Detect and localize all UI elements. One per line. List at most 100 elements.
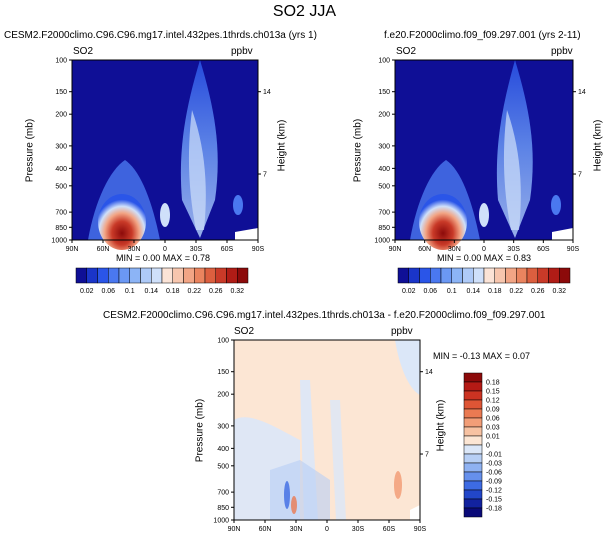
panel2-colorbar-label: 0.1: [447, 288, 457, 295]
panel1-xtick-label: 60N: [97, 246, 110, 253]
panel2-colorbar-swatch: [462, 267, 474, 284]
panel2-colorbar-label: 0.22: [509, 288, 523, 295]
panel2-xtick-label: 60S: [537, 246, 550, 253]
panel3-pos-spot2: [394, 471, 402, 499]
panel1-xtick-label: 30N: [128, 246, 141, 253]
panel1-colorbar-swatch: [172, 267, 184, 284]
panel1-ytick-label: 1000: [51, 238, 67, 245]
panel3-colorbar-label: -0.15: [486, 497, 502, 504]
panel3-ytick-label: 200: [217, 392, 229, 399]
panel3-ytick-right-label: 14: [425, 369, 433, 376]
panel1-colorbar-swatch: [237, 267, 249, 284]
panel3-subtitle: CESM2.F2000climo.C96.C96.mg17.intel.432p…: [103, 310, 546, 321]
panel1-colorbar-swatch: [129, 267, 141, 284]
panel3-colorbar-label: -0.09: [486, 479, 502, 486]
panel3-colorbar-swatch: [463, 489, 483, 500]
panel2-ytick-label: 150: [378, 89, 390, 96]
panel1-ytick-label: 850: [55, 225, 67, 232]
panel3-xtick-label: 0: [325, 526, 329, 533]
panel2-ytick-label: 300: [378, 143, 390, 150]
panel2-plot: [394, 59, 574, 250]
panel3-colorbar-label: -0.06: [486, 470, 502, 477]
panel1-colorbar-label: 0.18: [166, 288, 180, 295]
panel3-neg-top-right: [395, 340, 420, 395]
panel3-xtick-label: 30S: [352, 526, 365, 533]
panel3-colorbar-swatch: [463, 435, 483, 446]
panel1-ytick-label: 500: [55, 183, 67, 190]
figure-title: SO2 JJA: [272, 3, 337, 20]
panel1-ytick-label: 400: [55, 166, 67, 173]
panel3-colorbar-label: 0: [486, 443, 490, 450]
panel2-colorbar-swatch: [494, 267, 506, 284]
panel2-equator-spot: [479, 203, 489, 227]
colorbars: 0.02 0.06 0.1 0.14 0.18 0.22 0.26 0.32 0.02 0.06 0…: [75, 267, 571, 518]
panel1-colorbar-swatch: [204, 267, 216, 284]
panel1-ytick-right-label: 14: [263, 89, 271, 96]
panel1-ytick-label: 300: [55, 143, 67, 150]
panel3-xtick-label: 90S: [414, 526, 427, 533]
panel3-ytick-label: 850: [217, 505, 229, 512]
panel1-colorbar-swatch: [183, 267, 195, 284]
panel1-xtick-label: 90N: [66, 246, 79, 253]
panel1-colorbar-swatch: [226, 267, 238, 284]
panel3-colorbar-swatch: [463, 417, 483, 428]
panel2-var-label: SO2: [396, 46, 417, 57]
panel1-equator-spot: [160, 203, 170, 227]
panel3-colorbar-label: 0.09: [486, 407, 500, 414]
panel3-colorbar-label: 0.06: [486, 416, 500, 423]
panel3-colorbar-swatch: [463, 408, 483, 419]
panel2-colorbar-swatch: [440, 267, 452, 284]
panel2-ytick-label: 200: [378, 112, 390, 119]
panel2-colorbar-swatch: [516, 267, 528, 284]
panel2-ytick-label: 500: [378, 183, 390, 190]
panel1-colorbar-label: 0.02: [80, 288, 94, 295]
panel3-colorbar-label: 0.15: [486, 389, 500, 396]
panel1-colorbar-swatch: [215, 267, 227, 284]
panel3-ytick-right-label: 7: [425, 452, 429, 459]
panel3-ytick-label: 150: [217, 369, 229, 376]
panel3-colorbar-label: 0.01: [486, 434, 500, 441]
panel1-colorbar-swatch: [140, 267, 152, 284]
panel2-ytick-label: 400: [378, 166, 390, 173]
panel1-colorbar-swatch: [108, 267, 120, 284]
panel1-colorbar-label: 0.26: [209, 288, 223, 295]
panel3-xtick-label: 60N: [259, 526, 272, 533]
panel2-colorbar-swatch: [419, 267, 431, 284]
panel1-ytick-right-label: 7: [263, 172, 267, 179]
panel1-ytick-label: 700: [55, 210, 67, 217]
panel3-colorbar-swatch: [463, 381, 483, 392]
panel3-ytick-label: 100: [217, 338, 229, 345]
panel2-subtitle: f.e20.F2000climo.f09_f09.297.001 (yrs 2-…: [384, 30, 581, 41]
panel1-ytick-label: 100: [55, 58, 67, 65]
panel3-colorbar-swatch: [463, 507, 483, 518]
panel1-ytick-label: 200: [55, 112, 67, 119]
panel1-colorbar-swatch: [86, 267, 98, 284]
panel3-units: ppbv: [391, 326, 413, 337]
panel3-ytick-label: 400: [217, 446, 229, 453]
panel3-colorbar-swatch: [463, 498, 483, 509]
panel1-surface-mask: [235, 228, 258, 240]
panel2-ytick-label: 1000: [374, 238, 390, 245]
panel3-colorbar-swatch: [463, 372, 483, 383]
panel2-colorbar-swatch: [537, 267, 549, 284]
panel3-plot: [233, 339, 421, 521]
panel1-colorbar-swatch: [151, 267, 163, 284]
panel2-xtick-label: 0: [482, 246, 486, 253]
panel3-colorbar-swatch: [463, 462, 483, 473]
panel3-xtick-label: 60S: [383, 526, 396, 533]
panel3-surface-mask: [410, 505, 420, 520]
panel2-plume-core: [503, 110, 521, 230]
panel1-sh-spot: [233, 195, 243, 215]
panel2-xtick-label: 60N: [418, 246, 431, 253]
panel2-xtick-label: 30N: [448, 246, 461, 253]
panel3-colorbar-label: -0.01: [486, 452, 502, 459]
panel2-colorbar-label: 0.06: [423, 288, 437, 295]
panel1-plume-core: [188, 110, 206, 230]
panel2-ytick-right-label: 7: [578, 172, 582, 179]
panel1-plot: [71, 59, 259, 250]
panel3-pos-spot1: [291, 496, 297, 514]
panel1-colorbar-swatch: [97, 267, 109, 284]
panel1-colorbar-swatch: [161, 267, 173, 284]
panel2-ytick-label: 850: [378, 225, 390, 232]
